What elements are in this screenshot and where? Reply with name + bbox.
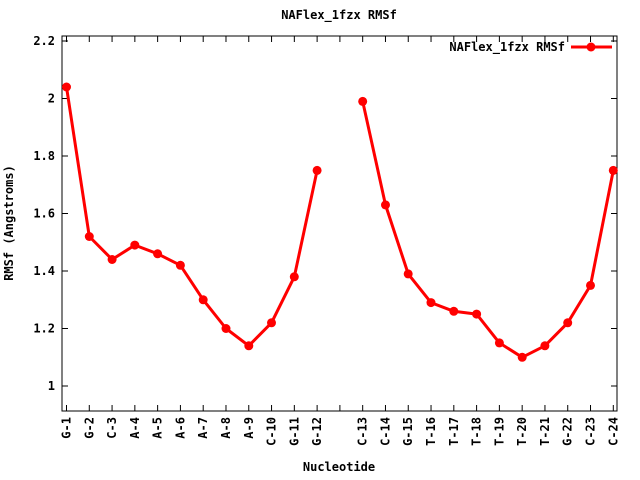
x-tick-label: G-15 [401,417,415,446]
x-tick-label: G-11 [287,417,301,446]
x-tick-label: C-14 [378,417,392,446]
x-tick-label: T-19 [492,417,506,446]
data-point [62,82,71,92]
data-point [426,298,436,308]
legend-point-sample-icon [586,42,596,52]
x-tick-label: G-2 [82,417,96,439]
y-axis-label: RMSf (Angstroms) [2,165,16,281]
x-tick-label: A-7 [196,417,210,439]
data-point [244,341,254,351]
x-axis-label: Nucleotide [303,460,375,474]
data-point [221,324,231,333]
plot-frame [61,35,618,412]
data-point [198,295,208,305]
series-line [65,86,319,348]
y-tick-label: 2.2 [33,34,55,48]
x-tick-label: A-6 [173,417,187,439]
x-tick-label: C-23 [584,417,598,446]
y-tick-label: 1.6 [33,207,55,221]
data-point [472,309,482,319]
data-point [586,280,595,290]
data-point [84,232,94,241]
x-tick-label: T-18 [470,417,484,446]
series-line [361,101,615,359]
x-tick-label: G-1 [60,417,74,439]
x-tick-label: G-22 [561,417,575,446]
x-tick-label: C-24 [606,417,620,446]
y-tick-label: 1.8 [33,149,55,163]
x-tick-label: C-3 [105,417,119,439]
data-point [381,200,390,210]
y-tick-label: 2 [48,92,55,106]
legend-label: NAFlex_1fzx RMSf [449,40,565,55]
data-point [563,318,573,328]
data-series [62,82,618,362]
x-tick-label: T-16 [424,417,438,446]
x-tick-label: C-10 [265,417,279,446]
x-tick-label: G-12 [310,417,324,446]
data-point [608,165,618,175]
chart-title: NAFlex_1fzx RMSf [281,8,397,23]
axis-ticks: 1 1.2 1.4 1.6 1.8 2 2.2 G-1 G-2 C-3 A-4 A-5 A-6 A-7 A-… [33,34,620,446]
x-tick-label: A-4 [128,417,142,439]
x-tick-label: T-20 [515,417,529,446]
data-point [130,240,140,250]
y-tick-label: 1.4 [33,264,55,278]
data-point [175,260,185,270]
data-point [540,341,550,351]
data-point [358,96,368,106]
data-point [403,269,413,279]
y-tick-label: 1.2 [33,322,55,336]
data-point [153,249,163,259]
data-point [312,165,322,175]
x-tick-label: T-21 [538,417,552,446]
data-point [107,255,117,264]
data-point [449,306,459,316]
x-tick-label: A-9 [242,417,256,439]
y-tick-label: 1 [48,379,55,393]
data-point [267,318,276,328]
legend: NAFlex_1fzx RMSf [449,40,612,55]
x-tick-label: C-13 [356,417,370,446]
x-tick-label: T-17 [447,417,461,446]
data-point [517,352,527,362]
x-tick-label: A-5 [151,417,165,439]
x-tick-label: A-8 [219,417,233,439]
data-point [289,272,299,282]
data-point [494,338,504,348]
